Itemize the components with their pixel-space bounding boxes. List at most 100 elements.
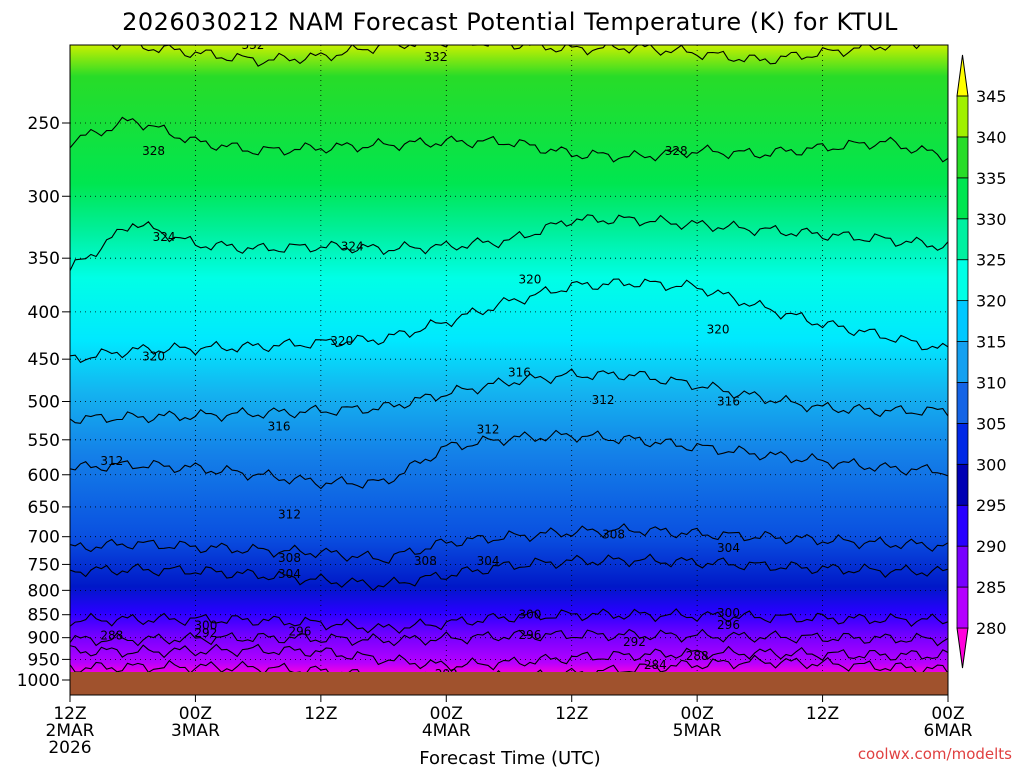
contour-line-296 — [70, 628, 948, 647]
colorbar-label: 305 — [976, 414, 1007, 433]
contour-label: 304 — [278, 567, 301, 581]
contour-line-312 — [70, 429, 948, 490]
colorbar-arrow-bottom — [956, 627, 969, 669]
ground-below-surface — [70, 672, 948, 695]
contour-label: 296 — [717, 618, 740, 632]
y-tick-label: 350 — [28, 249, 60, 269]
colorbar-swatch — [956, 586, 969, 629]
colorbar-label: 340 — [976, 128, 1007, 147]
contour-line-320 — [70, 278, 948, 364]
y-tick-label: 450 — [28, 350, 60, 370]
contour-label: 292 — [623, 635, 646, 649]
x-tick-label: 12Z — [806, 704, 839, 724]
x-tick-label: 6MAR — [924, 721, 973, 741]
colorbar-swatch — [956, 136, 969, 179]
colorbar-label: 325 — [976, 251, 1007, 270]
colorbar-swatch — [956, 259, 969, 302]
colorbar-label: 290 — [976, 537, 1007, 556]
x-tick-label: 4MAR — [422, 721, 471, 741]
contour-line-328 — [70, 116, 948, 163]
colorbar-label: 345 — [976, 87, 1007, 106]
x-tick-label: 00Z — [931, 704, 964, 724]
colorbar-swatch — [956, 504, 969, 547]
y-tick-label: 700 — [28, 528, 60, 548]
x-tick-label: 00Z — [681, 704, 714, 724]
contour-label: 300 — [194, 618, 217, 632]
chart-title: 2026030212 NAM Forecast Potential Temper… — [122, 8, 898, 36]
contour-label: 312 — [477, 422, 500, 436]
contour-label: 288 — [100, 628, 123, 642]
contour-label: 292 — [194, 626, 217, 640]
x-tick-label: 00Z — [430, 704, 463, 724]
y-tick-label: 750 — [28, 555, 60, 575]
colorbar-swatch — [956, 382, 969, 424]
colorbar-label: 295 — [976, 496, 1007, 515]
colorbar-label: 285 — [976, 578, 1007, 597]
colorbar-arrow-top — [956, 54, 969, 97]
x-tick-label: 2026 — [48, 738, 91, 758]
contour-line-300 — [70, 608, 948, 634]
colorbar-label: 310 — [976, 373, 1007, 392]
x-tick-label: 12Z — [555, 704, 588, 724]
y-tick-label: 900 — [28, 629, 60, 649]
contour-label: 320 — [330, 334, 353, 348]
contour-label: 328 — [665, 144, 688, 158]
contour-line-308 — [70, 523, 948, 564]
contour-label: 324 — [341, 240, 364, 254]
contour-line-324 — [70, 214, 948, 272]
colorbar-label: 330 — [976, 210, 1007, 229]
y-tick-label: 600 — [28, 466, 60, 486]
y-tick-label: 950 — [28, 650, 60, 670]
contour-label: 320 — [142, 349, 165, 363]
contour-label: 300 — [717, 606, 740, 620]
y-tick-label: 1000 — [17, 671, 60, 691]
x-axis-label: Forecast Time (UTC) — [419, 748, 600, 768]
contour-label: 304 — [717, 541, 740, 555]
contour-line-304 — [70, 553, 948, 592]
colorbar-swatch — [956, 545, 969, 588]
y-tick-label: 250 — [28, 114, 60, 134]
x-tick-label: 2MAR — [46, 721, 95, 741]
contour-label: 328 — [142, 144, 165, 158]
colorbar-label: 315 — [976, 333, 1007, 352]
contour-label: 284 — [644, 658, 667, 672]
x-tick-label: 5MAR — [673, 721, 722, 741]
x-tick-label: 3MAR — [171, 721, 220, 741]
plot-frame — [69, 44, 949, 696]
credit-text: coolwx.com/modelts — [858, 745, 1012, 763]
colorbar-swatch — [956, 218, 969, 261]
y-tick-label: 850 — [28, 606, 60, 626]
contour-label: 312 — [100, 454, 123, 468]
contour-line-292 — [70, 643, 948, 672]
contour-label: 308 — [602, 527, 625, 541]
y-tick-label: 300 — [28, 187, 60, 207]
y-axis-ticks: 250 300 350 400 450 500 550 600 650 700 750 800 850 9… — [17, 114, 70, 691]
y-tick-label: 400 — [28, 303, 60, 323]
contour-label: 320 — [518, 272, 541, 286]
colorbar-swatch — [956, 95, 969, 138]
contour-label: 304 — [477, 554, 500, 568]
colorbar-label: 280 — [976, 619, 1007, 638]
y-tick-label: 550 — [28, 431, 60, 451]
contour-label: 296 — [518, 628, 541, 642]
contour-line-316 — [70, 368, 948, 424]
contour-label: 316 — [508, 365, 531, 379]
contour-line-332 — [111, 45, 921, 67]
x-tick-label: 00Z — [179, 704, 212, 724]
x-tick-label: 12Z — [53, 704, 86, 724]
y-tick-label: 650 — [28, 498, 60, 518]
contour-label: 320 — [707, 323, 730, 337]
contour-label: 288 — [686, 649, 709, 663]
colorbar-label: 320 — [976, 292, 1007, 311]
contour-label: 336 — [435, 32, 458, 46]
contour-label: 308 — [414, 554, 437, 568]
colorbar-swatch — [956, 177, 969, 220]
theta-field — [70, 45, 948, 675]
colorbar-swatch — [956, 300, 969, 342]
contour-label: 312 — [278, 507, 301, 521]
colorbar-swatch — [956, 422, 969, 465]
contour-label: 296 — [288, 624, 311, 638]
contour-label: 316 — [717, 395, 740, 409]
